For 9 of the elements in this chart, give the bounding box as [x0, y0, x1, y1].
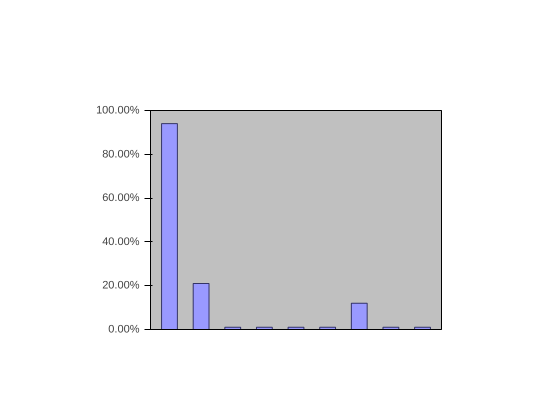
- y-tick-label: 0.00%: [108, 324, 140, 336]
- y-tick-label: 80.00%: [102, 148, 140, 160]
- y-tick-label: 40.00%: [102, 236, 140, 248]
- y-tick-label: 60.00%: [102, 192, 140, 204]
- y-tick-label: 20.00%: [102, 280, 140, 292]
- bar: [192, 283, 210, 330]
- bar: [161, 123, 178, 330]
- bar: [350, 302, 368, 330]
- y-tick-label: 100.00%: [96, 104, 140, 116]
